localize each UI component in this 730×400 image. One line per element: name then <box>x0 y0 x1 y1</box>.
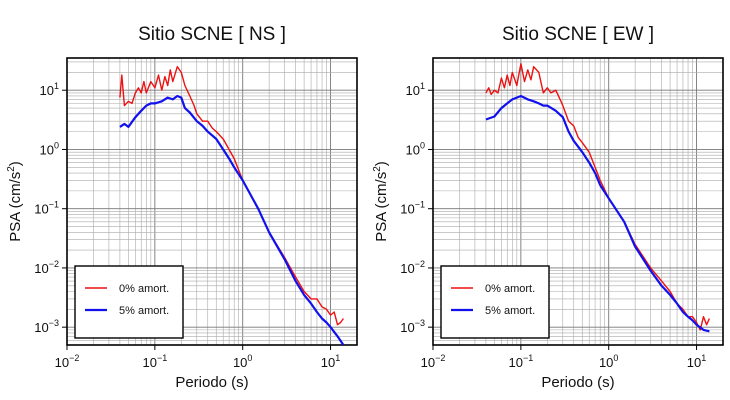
chart-panel-2: Sitio SCNE [ EW ] 10−2 10−1 100 101 10−3 10−2 1… <box>372 24 723 391</box>
y-tick-label: 10−3 <box>400 318 425 335</box>
y-tick-label: 10−2 <box>400 259 425 276</box>
y-axis-label: PSA (cm/s2) <box>372 161 390 242</box>
y-tick-label: 10−2 <box>34 259 59 276</box>
x-axis-label: Periodo (s) <box>541 374 614 391</box>
chart-panel-1: Sitio SCNE [ NS ] 10−2 10−1 100 101 10−3 10−2 1… <box>6 24 357 391</box>
x-tick-label: 10−2 <box>421 353 446 370</box>
x-tick-label: 10−2 <box>55 353 80 370</box>
legend-label: 5% amort. <box>119 305 169 317</box>
x-tick-label: 100 <box>233 353 252 370</box>
y-tick-label: 101 <box>40 81 59 98</box>
legend-box <box>441 266 549 338</box>
y-axis-label: PSA (cm/s2) <box>6 161 24 242</box>
x-tick-label: 100 <box>599 353 618 370</box>
y-tick-label: 10−3 <box>34 318 59 335</box>
chart-title: Sitio SCNE [ NS ] <box>138 24 286 45</box>
legend-box <box>75 266 183 338</box>
legend-label: 0% amort. <box>485 283 535 295</box>
x-tick-label: 10−1 <box>508 353 533 370</box>
x-tick-label: 101 <box>321 353 340 370</box>
chart-title: Sitio SCNE [ EW ] <box>502 24 654 45</box>
x-tick-label: 10−1 <box>142 353 167 370</box>
y-tick-label: 100 <box>406 140 425 157</box>
y-tick-label: 10−1 <box>34 200 59 217</box>
y-tick-label: 10−1 <box>400 200 425 217</box>
y-tick-label: 101 <box>406 81 425 98</box>
x-axis-label: Periodo (s) <box>175 374 248 391</box>
legend: 0% amort. 5% amort. <box>441 266 549 338</box>
y-tick-label: 100 <box>40 140 59 157</box>
legend-label: 0% amort. <box>119 283 169 295</box>
legend-label: 5% amort. <box>485 305 535 317</box>
legend: 0% amort. 5% amort. <box>75 266 183 338</box>
x-tick-label: 101 <box>687 353 706 370</box>
